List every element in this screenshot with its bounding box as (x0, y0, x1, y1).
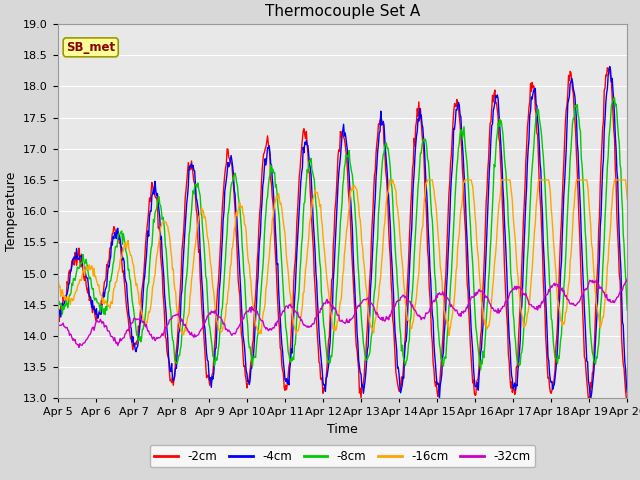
-16cm (180, 328, 188, 334)
-32cm (64, 327, 72, 333)
-32cm (75, 345, 83, 350)
Line: -32cm: -32cm (58, 279, 627, 348)
-8cm (180, 306, 188, 312)
-4cm (412, 143, 419, 148)
-2cm (211, 345, 218, 351)
-32cm (181, 321, 189, 327)
X-axis label: Time: Time (327, 423, 358, 436)
-16cm (123, 245, 131, 251)
-32cm (124, 327, 131, 333)
Title: Thermocouple Set A: Thermocouple Set A (265, 4, 420, 19)
Text: SB_met: SB_met (66, 41, 115, 54)
-32cm (623, 276, 631, 282)
-2cm (180, 216, 188, 221)
-2cm (413, 119, 420, 125)
-4cm (436, 396, 444, 401)
-32cm (413, 311, 420, 316)
-2cm (623, 396, 631, 401)
-2cm (357, 396, 365, 401)
-2cm (54, 319, 61, 325)
-2cm (64, 282, 72, 288)
-16cm (429, 183, 437, 189)
-16cm (54, 273, 61, 279)
-32cm (211, 307, 219, 313)
-32cm (54, 324, 61, 329)
-8cm (123, 250, 131, 256)
-16cm (623, 196, 631, 202)
-4cm (64, 287, 72, 293)
-2cm (604, 65, 611, 71)
-16cm (386, 177, 394, 183)
-4cm (428, 312, 436, 317)
-8cm (211, 363, 218, 369)
Line: -4cm: -4cm (58, 67, 627, 398)
-16cm (413, 294, 420, 300)
-8cm (611, 95, 618, 101)
-16cm (445, 333, 452, 338)
Line: -16cm: -16cm (58, 180, 627, 336)
-4cm (606, 64, 614, 70)
-8cm (64, 305, 72, 311)
Line: -8cm: -8cm (58, 98, 627, 370)
-4cm (123, 280, 131, 286)
-2cm (123, 305, 131, 311)
-2cm (429, 360, 437, 366)
-4cm (180, 239, 188, 244)
-8cm (54, 293, 61, 299)
-4cm (623, 390, 631, 396)
-4cm (211, 360, 218, 366)
-8cm (428, 217, 436, 223)
-8cm (623, 307, 631, 313)
-32cm (429, 299, 437, 304)
Line: -2cm: -2cm (58, 68, 627, 398)
Legend: -2cm, -4cm, -8cm, -16cm, -32cm: -2cm, -4cm, -8cm, -16cm, -32cm (150, 445, 535, 468)
-8cm (477, 367, 484, 372)
Y-axis label: Temperature: Temperature (4, 171, 17, 251)
-8cm (412, 228, 419, 233)
-16cm (64, 295, 72, 301)
-16cm (211, 299, 218, 304)
-4cm (54, 320, 61, 325)
